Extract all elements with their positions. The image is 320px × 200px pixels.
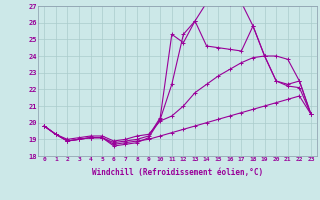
X-axis label: Windchill (Refroidissement éolien,°C): Windchill (Refroidissement éolien,°C) bbox=[92, 168, 263, 177]
